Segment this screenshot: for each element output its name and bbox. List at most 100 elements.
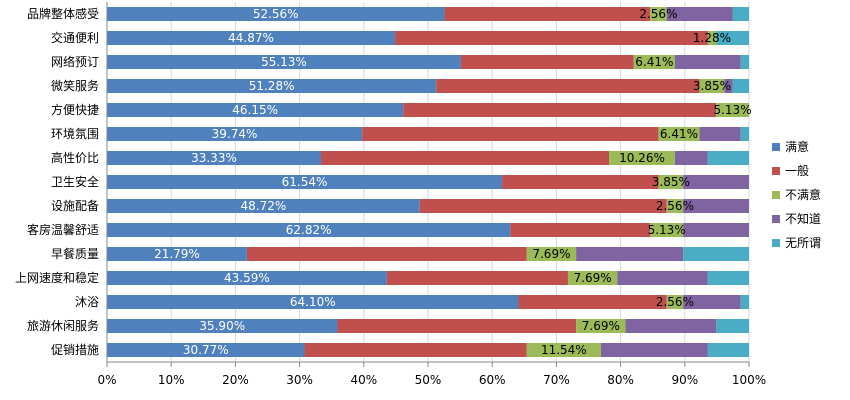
data-label: 11.54% bbox=[541, 343, 587, 357]
bar-segment bbox=[707, 343, 749, 357]
bar-segment bbox=[683, 247, 749, 261]
data-label: 1.28% bbox=[693, 31, 731, 45]
legend-label: 一般 bbox=[785, 163, 809, 178]
bar-segment bbox=[740, 295, 749, 309]
x-tick-label: 40% bbox=[350, 373, 377, 387]
data-label: 51.28% bbox=[249, 79, 295, 93]
data-label: 21.79% bbox=[154, 247, 200, 261]
category-label: 上网速度和稳定 bbox=[15, 270, 99, 285]
x-tick-label: 50% bbox=[415, 373, 442, 387]
bar-segment bbox=[510, 223, 651, 237]
bar-segment bbox=[666, 295, 684, 309]
data-label: 43.59% bbox=[224, 271, 270, 285]
legend-swatch bbox=[772, 143, 780, 151]
data-label: 2.56% bbox=[656, 295, 694, 309]
bar-segment bbox=[107, 247, 247, 261]
x-tick-label: 0% bbox=[97, 373, 116, 387]
bar-segment bbox=[246, 247, 527, 261]
bar-segment bbox=[107, 343, 305, 357]
bar-segment bbox=[650, 223, 684, 237]
bar-segment bbox=[683, 199, 749, 213]
bar-segment bbox=[683, 295, 741, 309]
bar-segment bbox=[107, 319, 338, 333]
legend-swatch bbox=[772, 215, 780, 223]
category-label: 环境氛围 bbox=[51, 126, 99, 141]
data-label: 7.69% bbox=[574, 271, 612, 285]
bar-segment bbox=[107, 103, 404, 117]
bar-segment bbox=[107, 175, 503, 189]
bar-segment bbox=[683, 223, 749, 237]
data-label: 33.33% bbox=[191, 151, 237, 165]
category-label: 旅游休闲服务 bbox=[27, 318, 99, 333]
bar-segment bbox=[419, 199, 667, 213]
bar-segment bbox=[386, 271, 568, 285]
bar-segment bbox=[107, 79, 437, 93]
bar-segment bbox=[107, 31, 396, 45]
bar-segment bbox=[625, 319, 717, 333]
data-label: 30.77% bbox=[183, 343, 229, 357]
data-label: 6.41% bbox=[635, 55, 673, 69]
bar-segment bbox=[576, 247, 684, 261]
legend-label: 不满意 bbox=[785, 187, 821, 202]
bar-segment bbox=[732, 7, 749, 21]
bar-segment bbox=[674, 151, 708, 165]
category-label: 设施配备 bbox=[51, 199, 99, 213]
x-tick-label: 90% bbox=[671, 373, 698, 387]
data-label: 3.85% bbox=[693, 79, 731, 93]
data-label: 2.56% bbox=[656, 199, 694, 213]
category-label: 网络预订 bbox=[51, 54, 99, 69]
bar-segment bbox=[683, 175, 749, 189]
bar-segment bbox=[716, 31, 749, 45]
bar-segment bbox=[576, 319, 626, 333]
data-label: 7.69% bbox=[582, 319, 620, 333]
bar-segment bbox=[107, 151, 321, 165]
x-tick-label: 100% bbox=[732, 373, 766, 387]
x-tick-label: 60% bbox=[479, 373, 506, 387]
data-label: 7.69% bbox=[532, 247, 570, 261]
bar-segment bbox=[666, 199, 684, 213]
bar-segment bbox=[707, 31, 717, 45]
category-label: 交通便利 bbox=[51, 30, 99, 45]
category-label: 沐浴 bbox=[75, 295, 99, 309]
category-label: 品牌整体感受 bbox=[27, 6, 99, 21]
legend-label: 无所谓 bbox=[785, 236, 821, 250]
x-tick-label: 70% bbox=[543, 373, 570, 387]
x-tick-label: 80% bbox=[607, 373, 634, 387]
bar-segment bbox=[107, 271, 387, 285]
category-label: 方便快捷 bbox=[51, 102, 99, 117]
bar-segment bbox=[460, 55, 634, 69]
category-label: 高性价比 bbox=[51, 150, 99, 165]
data-label: 6.41% bbox=[660, 127, 698, 141]
bar-segment bbox=[526, 247, 577, 261]
category-label: 客房温馨舒适 bbox=[27, 222, 99, 237]
data-label: 35.90% bbox=[199, 319, 245, 333]
legend-label: 满意 bbox=[785, 139, 809, 154]
x-tick-label: 20% bbox=[222, 373, 249, 387]
data-label: 5.13% bbox=[648, 223, 686, 237]
bar-segment bbox=[716, 103, 749, 117]
bar-segment bbox=[502, 175, 659, 189]
data-label: 3.85% bbox=[652, 175, 690, 189]
bar-segment bbox=[107, 199, 420, 213]
bar-segment bbox=[666, 7, 733, 21]
bar-segment bbox=[674, 55, 741, 69]
bar-segment bbox=[518, 295, 667, 309]
bar-segment bbox=[526, 343, 601, 357]
bar-segment bbox=[740, 127, 749, 141]
bar-segment bbox=[444, 7, 651, 21]
data-label: 62.82% bbox=[286, 223, 332, 237]
bar-segment bbox=[707, 151, 749, 165]
category-label: 微笑服务 bbox=[51, 78, 99, 93]
legend-label: 不知道 bbox=[785, 212, 821, 226]
bar-segment bbox=[320, 151, 610, 165]
bar-segment bbox=[699, 127, 741, 141]
category-label: 促销措施 bbox=[51, 343, 99, 357]
bar-segment bbox=[107, 295, 519, 309]
data-label: 64.10% bbox=[290, 295, 336, 309]
category-label: 卫生安全 bbox=[51, 174, 99, 189]
bar-segment bbox=[107, 55, 461, 69]
bar-segment bbox=[707, 271, 749, 285]
data-label: 61.54% bbox=[282, 175, 328, 189]
legend-swatch bbox=[772, 239, 780, 247]
